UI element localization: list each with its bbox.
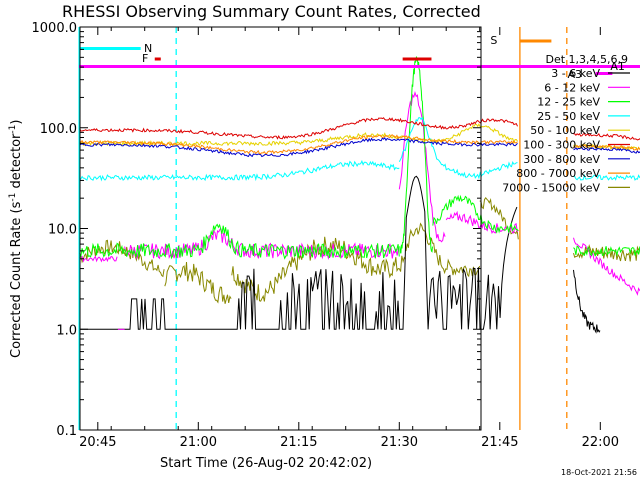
flag-label-attenuator-1: A1 [610,60,625,73]
y-tick-label: 1000.0 [32,21,78,36]
legend-label: 12 - 25 keV [537,96,600,109]
legend-label: 800 - 7000 keV [516,167,600,180]
series-line-300-800-keV-a [79,136,518,158]
legend-label: 300 - 800 keV [523,153,600,166]
series-line-100-300-keV-b [573,132,640,141]
series-line-12-25-keV-c [432,194,519,234]
legend-label: 50 - 100 keV [530,124,600,137]
x-tick-label: 21:00 [180,435,217,450]
series-line-6-12-keV-e [445,210,518,234]
series-line-50-100-keV-a [79,123,518,147]
series-line-3-6-keV [79,175,518,330]
y-axis-label-sup1: -1 [8,193,18,202]
flag-label-night: N [144,42,152,55]
legend-title: Det 1,3,4,5,6,9 [545,53,628,66]
y-axis-label-sup2: -1 [8,125,18,134]
series-line-6-12-keV-a [79,255,118,263]
y-tick-label: 100.0 [40,122,77,137]
x-tick-label: 21:45 [481,435,518,450]
y-tick-label: 1.0 [56,323,77,338]
series-line-6-12-keV-f [573,237,640,296]
flag-label-saa: S [490,34,497,47]
series-line-7000-15000-e [479,196,519,240]
legend-label: 7000 - 15000 keV [502,181,600,194]
series-line-12-25-keV-a [79,223,400,260]
y-tick-label: 10.0 [48,223,77,238]
y-axis-label-mid: detector [9,133,24,193]
flag-label-attenuator-3: A3 [567,68,582,81]
legend-label: 100 - 300 keV [523,139,600,152]
series-line-25-50-keV-c [573,173,640,181]
series-line-3-6-keV-b [573,269,601,334]
timestamp: 18-Oct-2021 21:56 [561,468,637,477]
x-tick-label: 21:15 [280,435,317,450]
x-tick-label: 22:00 [582,435,619,450]
x-tick-label: 21:30 [381,435,418,450]
y-axis: 1000.0 100.0 10.0 1.0 0.1 [32,21,481,439]
y-tick-label: 0.1 [56,424,77,439]
series-line-7000-15000-d [405,222,481,278]
series-line-800-7000-keV-b [573,143,640,152]
series-line-25-50-keV-a [79,159,400,182]
series-line-800-7000-keV-a [79,134,518,155]
x-tick-label: 20:45 [79,435,116,450]
legend-label: 3 - 6 keV [551,67,600,80]
series-line-100-300-keV-a [79,117,518,140]
series-line-7000-15000-c [231,236,406,302]
x-axis-label: Start Time (26-Aug-02 20:42:02) [160,456,372,471]
legend-label: 25 - 50 keV [537,110,600,123]
series-line-300-800-keV-b [573,146,640,154]
y-axis-label: Corrected Count Rate (s-1 detector-1) [8,120,24,358]
series-line-12-25-keV-d [573,245,640,257]
legend-label: 6 - 12 keV [544,81,600,94]
y-axis-label-main: Corrected Count Rate (s [9,201,24,358]
y-axis-label-group: Corrected Count Rate (s-1 detector-1) [8,120,24,358]
plot-area: NF S A1 A3 [78,27,640,430]
flag-label-flare: F [142,52,148,65]
series-line-7000-15000-b [164,261,232,304]
series-line-25-50-keV-b [398,116,518,180]
chart-title: RHESSI Observing Summary Count Rates, Co… [62,2,481,21]
y-axis-label-end: ) [9,120,24,125]
